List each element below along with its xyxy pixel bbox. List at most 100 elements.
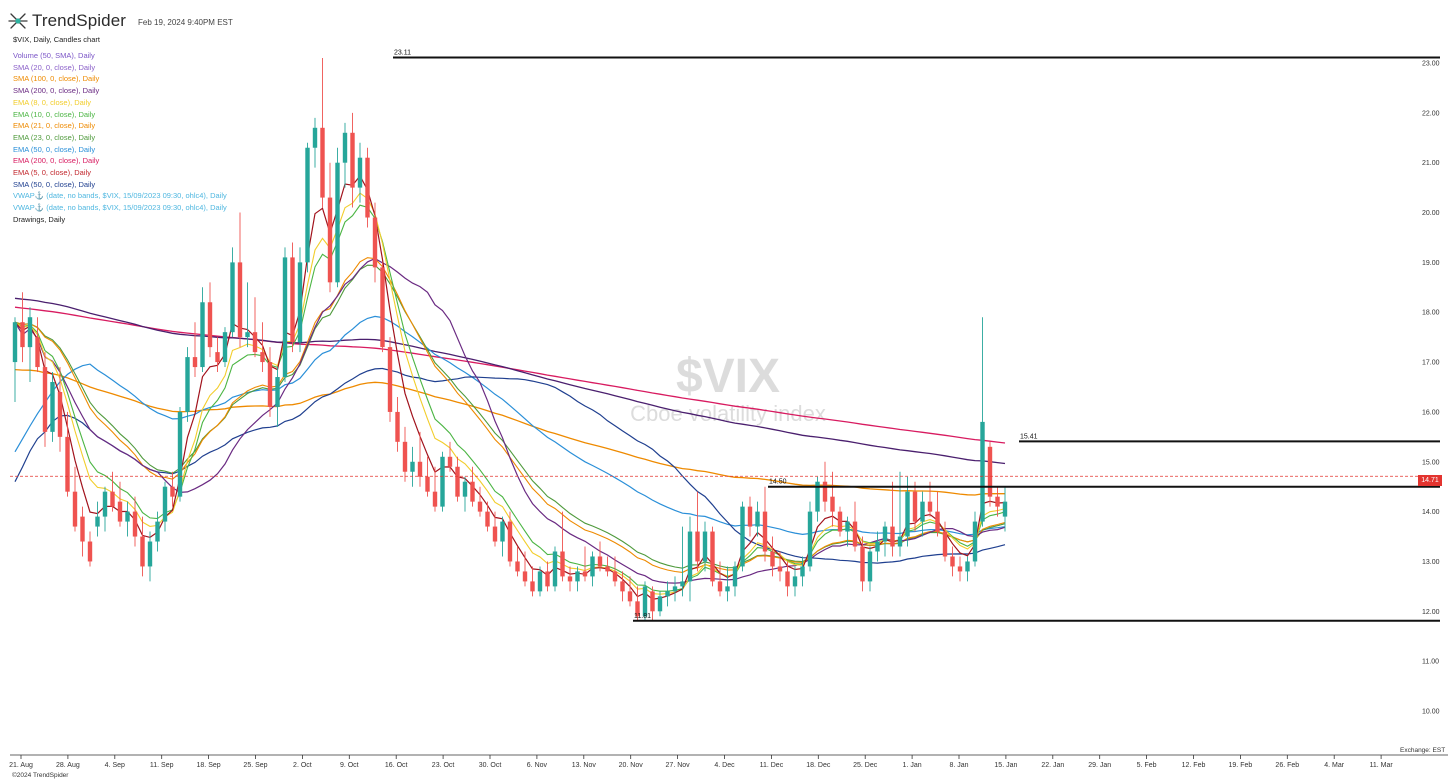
legend-item[interactable]: VWAP⚓ (date, no bands, $VIX, 15/09/2023 … (13, 203, 227, 213)
candle[interactable] (170, 471, 175, 507)
candle[interactable] (800, 556, 805, 587)
candle[interactable] (762, 486, 768, 562)
candle[interactable] (282, 247, 288, 383)
candle[interactable] (582, 546, 588, 582)
candle[interactable] (425, 456, 430, 497)
candle[interactable] (740, 501, 745, 572)
candle[interactable] (642, 581, 648, 622)
candle[interactable] (102, 486, 108, 532)
candle[interactable] (537, 566, 543, 597)
candle[interactable] (987, 441, 993, 507)
candle[interactable] (72, 466, 78, 532)
candle[interactable] (965, 556, 970, 582)
candle[interactable] (530, 566, 535, 597)
candle[interactable] (717, 561, 723, 597)
candle[interactable] (560, 511, 565, 582)
legend-item[interactable]: EMA (50, 0, close), Daily (13, 144, 96, 154)
candle[interactable] (260, 322, 265, 373)
candle[interactable] (882, 521, 888, 557)
candle[interactable] (830, 471, 835, 527)
candle[interactable] (50, 372, 55, 442)
candle[interactable] (342, 122, 348, 188)
candle[interactable] (95, 501, 100, 537)
candle[interactable] (650, 586, 655, 622)
candle[interactable] (657, 591, 663, 617)
candle[interactable] (432, 466, 438, 512)
candle[interactable] (305, 142, 310, 273)
candle[interactable] (470, 466, 475, 507)
candle[interactable] (695, 491, 700, 572)
candle[interactable] (357, 142, 363, 203)
candle[interactable] (110, 471, 115, 512)
candle[interactable] (590, 551, 595, 587)
legend-item[interactable]: Volume (50, SMA), Daily (13, 51, 95, 60)
candle[interactable] (387, 337, 393, 422)
candle[interactable] (507, 511, 513, 567)
candle[interactable] (147, 531, 153, 582)
candle[interactable] (665, 581, 670, 607)
candle[interactable] (65, 411, 70, 497)
candle[interactable] (552, 546, 558, 592)
candle[interactable] (290, 242, 295, 353)
candle[interactable] (807, 501, 813, 572)
candle[interactable] (162, 481, 168, 532)
candle[interactable] (687, 516, 693, 602)
candle[interactable] (185, 347, 190, 422)
candle[interactable] (117, 481, 123, 527)
candle[interactable] (605, 556, 610, 577)
legend-item[interactable]: EMA (5, 0, close), Daily (13, 168, 91, 178)
candle[interactable] (380, 262, 385, 353)
candle[interactable] (87, 531, 93, 567)
candle[interactable] (372, 202, 378, 283)
candle[interactable] (710, 526, 715, 587)
candle[interactable] (42, 352, 48, 447)
candle[interactable] (312, 117, 318, 168)
candle[interactable] (612, 556, 618, 587)
candle[interactable] (297, 247, 303, 353)
candle[interactable] (132, 496, 138, 547)
candle[interactable] (980, 317, 985, 527)
candle[interactable] (515, 546, 520, 577)
candle[interactable] (770, 536, 775, 577)
candle[interactable] (27, 307, 33, 383)
candle[interactable] (230, 247, 235, 338)
candle[interactable] (462, 476, 468, 512)
legend-item[interactable]: EMA (10, 0, close), Daily (13, 109, 96, 119)
candle[interactable] (57, 367, 63, 452)
candle[interactable] (155, 511, 160, 552)
candle[interactable] (897, 471, 903, 557)
candle[interactable] (545, 561, 550, 592)
candle[interactable] (492, 511, 498, 547)
legend-item[interactable]: EMA (200, 0, close), Daily (13, 156, 100, 166)
candle[interactable] (125, 501, 130, 537)
candle[interactable] (860, 536, 865, 592)
candle[interactable] (620, 571, 625, 602)
candle[interactable] (635, 586, 640, 622)
candle[interactable] (252, 297, 258, 358)
candle[interactable] (680, 526, 685, 597)
candle[interactable] (575, 566, 580, 592)
candle[interactable] (837, 506, 843, 537)
legend-item[interactable]: SMA (20, 0, close), Daily (13, 62, 96, 72)
candle[interactable] (320, 58, 325, 208)
candle[interactable] (995, 486, 1000, 517)
candle[interactable] (957, 556, 963, 582)
candle[interactable] (440, 451, 445, 512)
candle[interactable] (920, 491, 925, 537)
candle[interactable] (410, 446, 415, 487)
candle[interactable] (845, 516, 850, 547)
candle[interactable] (500, 516, 505, 557)
candle[interactable] (972, 511, 978, 567)
legend-item[interactable]: SMA (50, 0, close), Daily (13, 179, 96, 189)
candle[interactable] (215, 337, 220, 373)
candle[interactable] (35, 317, 40, 373)
candle[interactable] (267, 347, 273, 417)
candle[interactable] (702, 521, 708, 572)
candle[interactable] (867, 546, 873, 592)
legend-item[interactable]: EMA (8, 0, close), Daily (13, 97, 91, 107)
candle[interactable] (1002, 486, 1008, 532)
candle[interactable] (942, 521, 948, 562)
candle[interactable] (222, 327, 228, 368)
legend-item[interactable]: SMA (200, 0, close), Daily (13, 86, 100, 96)
